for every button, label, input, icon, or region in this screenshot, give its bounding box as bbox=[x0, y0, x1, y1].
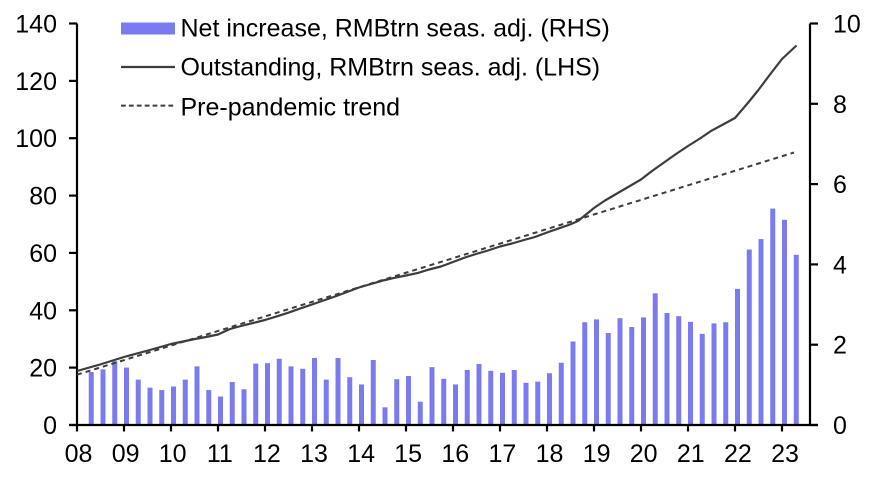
svg-text:23: 23 bbox=[771, 440, 799, 468]
svg-text:0: 0 bbox=[43, 412, 57, 440]
svg-text:22: 22 bbox=[724, 440, 752, 468]
svg-text:6: 6 bbox=[833, 171, 847, 199]
svg-text:18: 18 bbox=[536, 440, 564, 468]
svg-text:09: 09 bbox=[112, 440, 140, 468]
svg-text:8: 8 bbox=[833, 91, 847, 119]
svg-text:13: 13 bbox=[300, 440, 328, 468]
svg-text:11: 11 bbox=[207, 440, 233, 468]
svg-text:08: 08 bbox=[65, 440, 93, 468]
svg-text:17: 17 bbox=[488, 440, 516, 468]
svg-text:Outstanding, RMBtrn seas. adj.: Outstanding, RMBtrn seas. adj. (LHS) bbox=[181, 54, 601, 82]
svg-text:10: 10 bbox=[159, 440, 187, 468]
svg-text:12: 12 bbox=[253, 440, 281, 468]
svg-text:10: 10 bbox=[833, 11, 861, 39]
svg-text:16: 16 bbox=[441, 440, 469, 468]
svg-text:140: 140 bbox=[15, 11, 57, 39]
svg-text:4: 4 bbox=[833, 251, 847, 279]
svg-text:40: 40 bbox=[29, 297, 57, 325]
svg-text:19: 19 bbox=[583, 440, 611, 468]
svg-text:15: 15 bbox=[394, 440, 422, 468]
svg-text:20: 20 bbox=[630, 440, 658, 468]
svg-text:80: 80 bbox=[29, 183, 57, 211]
svg-text:20: 20 bbox=[29, 355, 57, 383]
svg-text:Pre-pandemic trend: Pre-pandemic trend bbox=[181, 94, 401, 122]
svg-text:60: 60 bbox=[29, 240, 57, 268]
svg-text:100: 100 bbox=[15, 125, 57, 153]
svg-text:120: 120 bbox=[15, 68, 57, 96]
svg-text:14: 14 bbox=[347, 440, 375, 468]
svg-text:Net increase, RMBtrn seas. adj: Net increase, RMBtrn seas. adj. (RHS) bbox=[181, 15, 610, 43]
svg-text:2: 2 bbox=[833, 332, 847, 360]
svg-text:21: 21 bbox=[677, 440, 705, 468]
svg-text:0: 0 bbox=[833, 412, 847, 440]
